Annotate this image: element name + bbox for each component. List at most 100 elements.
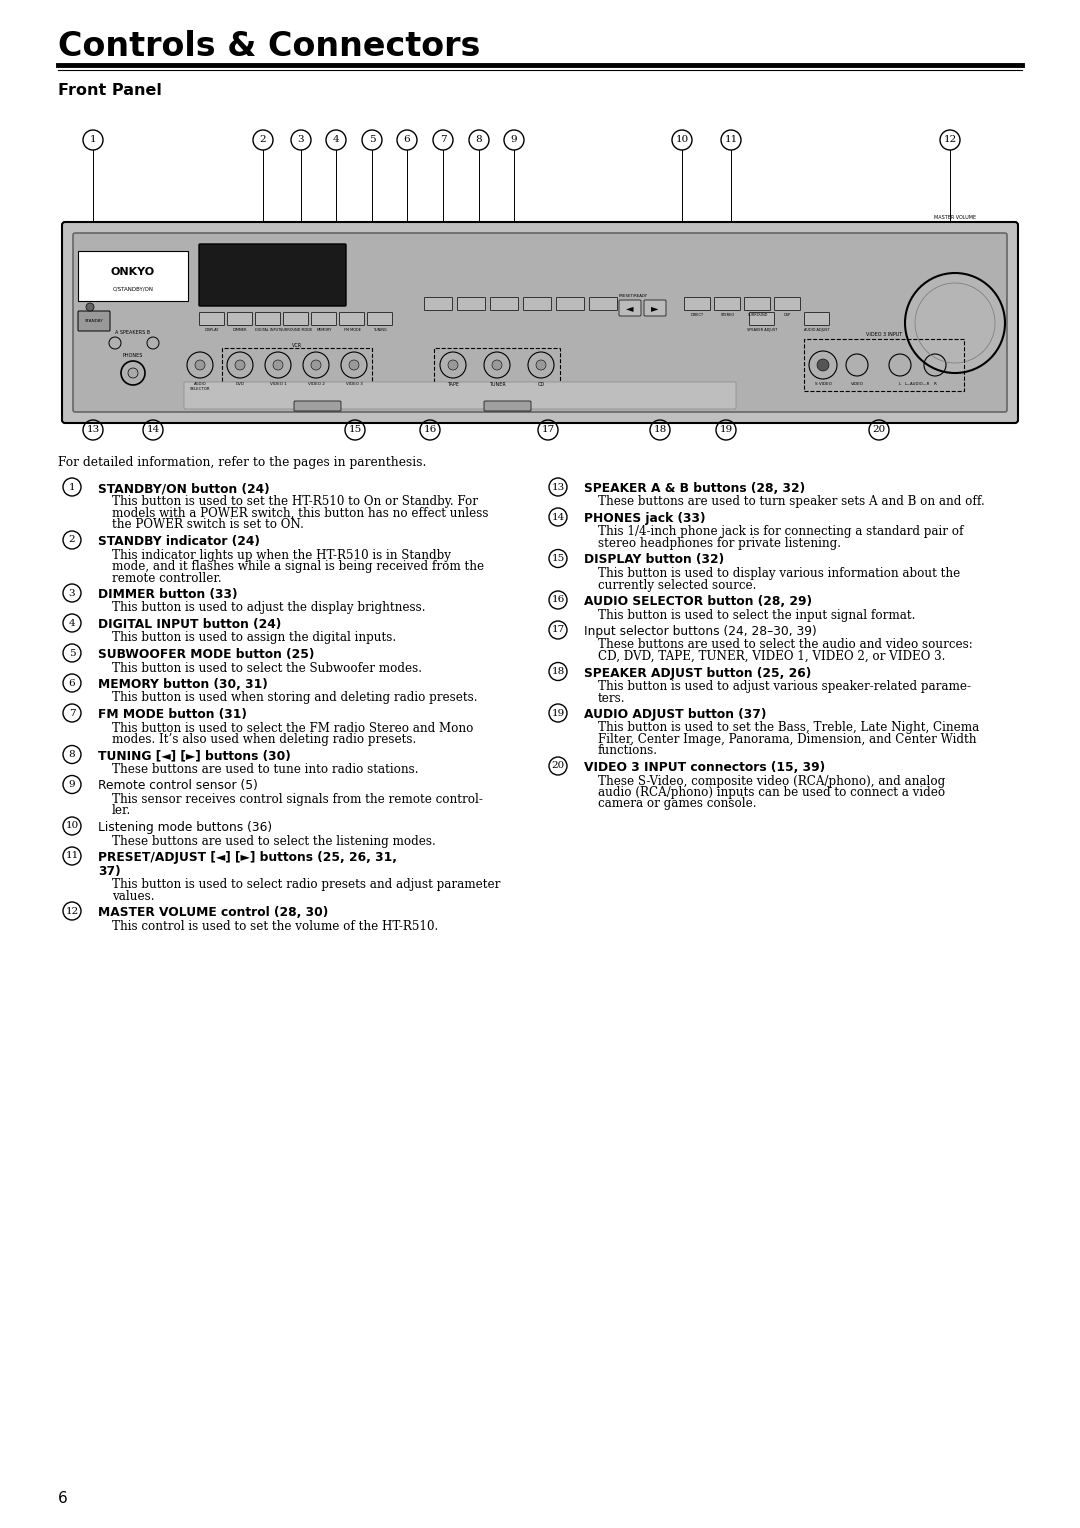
Text: 6: 6 <box>69 678 76 688</box>
Text: This sensor receives control signals from the remote control-: This sensor receives control signals fro… <box>112 793 483 805</box>
Text: 7: 7 <box>69 709 76 718</box>
Text: This control is used to set the volume of the HT-R510.: This control is used to set the volume o… <box>112 920 438 932</box>
Text: 16: 16 <box>423 425 436 434</box>
Text: 7: 7 <box>440 136 446 145</box>
Text: A SPEAKERS B: A SPEAKERS B <box>116 330 150 336</box>
Text: 15: 15 <box>349 425 362 434</box>
Text: 3: 3 <box>69 588 76 597</box>
Text: AUDIO
SELECTOR: AUDIO SELECTOR <box>190 382 211 391</box>
Text: 11: 11 <box>66 851 79 860</box>
Text: SURROUND: SURROUND <box>747 313 768 316</box>
Circle shape <box>195 361 205 370</box>
Text: DISPLAY: DISPLAY <box>205 329 219 332</box>
Text: VCR: VCR <box>292 342 302 348</box>
FancyBboxPatch shape <box>78 251 188 301</box>
Text: 17: 17 <box>552 625 565 634</box>
Text: SURROUND MODE: SURROUND MODE <box>280 329 312 332</box>
FancyBboxPatch shape <box>256 313 281 325</box>
Text: S VIDEO: S VIDEO <box>814 382 832 387</box>
FancyBboxPatch shape <box>805 313 829 325</box>
Text: ters.: ters. <box>598 692 625 704</box>
Text: ►: ► <box>651 303 659 313</box>
FancyBboxPatch shape <box>644 299 666 316</box>
Text: STANDBY/ON button (24): STANDBY/ON button (24) <box>98 481 270 495</box>
Text: TAPE: TAPE <box>447 382 459 387</box>
Text: This button is used to select the input signal format.: This button is used to select the input … <box>598 608 916 622</box>
Text: R: R <box>933 382 936 387</box>
Text: 20: 20 <box>873 425 886 434</box>
Text: 13: 13 <box>86 425 99 434</box>
Text: 6: 6 <box>58 1491 68 1507</box>
Text: For detailed information, refer to the pages in parenthesis.: For detailed information, refer to the p… <box>58 455 427 469</box>
Text: 12: 12 <box>943 136 957 145</box>
Text: 6: 6 <box>404 136 410 145</box>
Text: 1: 1 <box>90 136 96 145</box>
Text: 18: 18 <box>552 668 565 675</box>
Text: These buttons are used to select the audio and video sources:: These buttons are used to select the aud… <box>598 639 973 651</box>
Circle shape <box>86 303 94 312</box>
Text: This button is used when storing and deleting radio presets.: This button is used when storing and del… <box>112 692 477 704</box>
Text: ONKYO: ONKYO <box>111 267 156 277</box>
Circle shape <box>536 361 546 370</box>
Text: TUNING [◄] [►] buttons (30): TUNING [◄] [►] buttons (30) <box>98 750 291 762</box>
Circle shape <box>235 361 245 370</box>
Text: 37): 37) <box>98 865 121 877</box>
FancyBboxPatch shape <box>367 313 392 325</box>
Text: DIMMER button (33): DIMMER button (33) <box>98 588 238 601</box>
Text: modes. It’s also used when deleting radio presets.: modes. It’s also used when deleting radi… <box>112 733 416 746</box>
Text: These buttons are used to turn speaker sets A and B on and off.: These buttons are used to turn speaker s… <box>598 495 985 509</box>
Text: the POWER switch is set to ON.: the POWER switch is set to ON. <box>112 518 303 532</box>
Text: functions.: functions. <box>598 744 658 758</box>
Text: This button is used to display various information about the: This button is used to display various i… <box>598 567 960 581</box>
Text: 12: 12 <box>66 906 79 915</box>
FancyBboxPatch shape <box>590 298 618 310</box>
Text: This button is used to assign the digital inputs.: This button is used to assign the digita… <box>112 631 396 645</box>
Text: 18: 18 <box>653 425 666 434</box>
Text: This indicator lights up when the HT-R510 is in Standby: This indicator lights up when the HT-R51… <box>112 549 451 561</box>
Text: DIGITAL INPUT: DIGITAL INPUT <box>255 329 281 332</box>
Text: currently selected source.: currently selected source. <box>598 579 756 591</box>
Text: VIDEO 2: VIDEO 2 <box>308 382 324 387</box>
Text: These S-Video, composite video (RCA/phono), and analog: These S-Video, composite video (RCA/phon… <box>598 775 945 787</box>
Text: stereo headphones for private listening.: stereo headphones for private listening. <box>598 536 841 550</box>
Text: This button is used to set the HT-R510 to On or Standby. For: This button is used to set the HT-R510 t… <box>112 495 478 509</box>
Text: DISPLAY button (32): DISPLAY button (32) <box>584 553 724 567</box>
FancyBboxPatch shape <box>490 298 518 310</box>
Text: 4: 4 <box>333 136 339 145</box>
Text: SUBWOOFER MODE button (25): SUBWOOFER MODE button (25) <box>98 648 314 662</box>
FancyBboxPatch shape <box>484 400 531 411</box>
Text: audio (RCA/phono) inputs can be used to connect a video: audio (RCA/phono) inputs can be used to … <box>598 785 945 799</box>
Text: 17: 17 <box>541 425 555 434</box>
Text: VIDEO 3 INPUT connectors (15, 39): VIDEO 3 INPUT connectors (15, 39) <box>584 761 825 775</box>
Text: Filter, Center Image, Panorama, Dimension, and Center Width: Filter, Center Image, Panorama, Dimensio… <box>598 733 976 746</box>
Text: TUNER: TUNER <box>488 382 505 387</box>
Text: STANDBY indicator (24): STANDBY indicator (24) <box>98 535 260 549</box>
Text: 11: 11 <box>725 136 738 145</box>
FancyBboxPatch shape <box>774 298 800 310</box>
FancyBboxPatch shape <box>62 222 1018 423</box>
FancyBboxPatch shape <box>750 313 774 325</box>
Text: DSP: DSP <box>784 313 791 316</box>
FancyBboxPatch shape <box>339 313 365 325</box>
Text: DIGITAL INPUT button (24): DIGITAL INPUT button (24) <box>98 617 281 631</box>
Text: 14: 14 <box>552 512 565 521</box>
Text: This button is used to set the Bass, Treble, Late Night, Cinema: This button is used to set the Bass, Tre… <box>598 721 980 735</box>
Text: L—AUDIO—R: L—AUDIO—R <box>904 382 930 387</box>
Text: SPEAKER ADJUST: SPEAKER ADJUST <box>747 329 778 332</box>
Text: Front Panel: Front Panel <box>58 83 162 98</box>
Text: This button is used to adjust the display brightness.: This button is used to adjust the displa… <box>112 602 426 614</box>
Text: 2: 2 <box>259 136 267 145</box>
Text: This button is used to select the FM radio Stereo and Mono: This button is used to select the FM rad… <box>112 721 473 735</box>
Text: PRESET/READY: PRESET/READY <box>619 293 648 298</box>
Text: This 1/4-inch phone jack is for connecting a standard pair of: This 1/4-inch phone jack is for connecti… <box>598 526 963 538</box>
Text: This button is used to select the Subwoofer modes.: This button is used to select the Subwoo… <box>112 662 422 674</box>
FancyBboxPatch shape <box>524 298 552 310</box>
Text: This button is used to adjust various speaker-related parame-: This button is used to adjust various sp… <box>598 680 971 694</box>
FancyBboxPatch shape <box>311 313 337 325</box>
Text: 4: 4 <box>69 619 76 628</box>
Text: Remote control sensor (5): Remote control sensor (5) <box>98 779 258 793</box>
Text: 14: 14 <box>147 425 160 434</box>
Text: PHONES jack (33): PHONES jack (33) <box>584 512 705 526</box>
Text: 16: 16 <box>552 596 565 605</box>
FancyBboxPatch shape <box>78 312 110 332</box>
